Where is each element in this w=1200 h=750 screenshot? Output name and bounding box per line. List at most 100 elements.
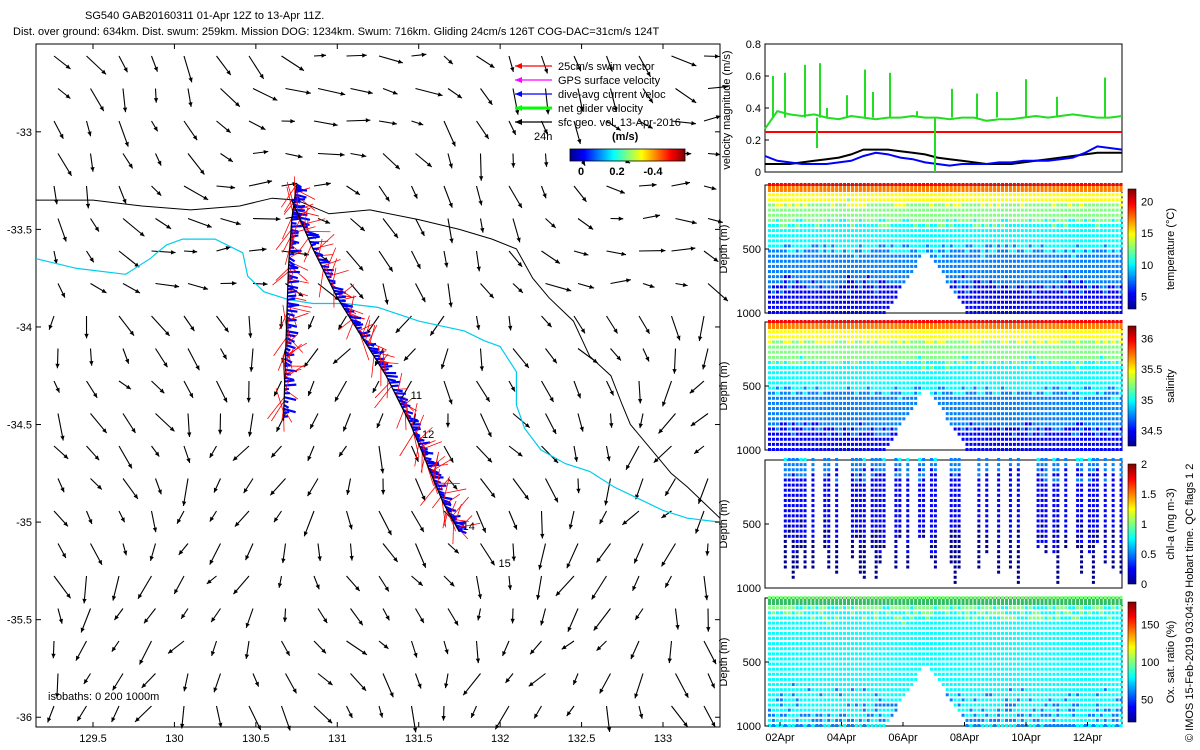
section-sample-dot [882,340,886,344]
swim-vector [396,410,404,429]
section-sample-dot [993,183,997,186]
section-sample-dot [882,198,886,202]
section-sample-dot [1072,311,1076,314]
y-tick-label: -34.5 [7,420,32,432]
section-sample-dot [926,198,929,202]
section-sample-dot [768,300,771,304]
section-sample-dot [941,254,945,258]
section-sample-dot [1076,213,1080,217]
section-sample-dot [977,360,981,364]
section-sample-dot [819,183,823,186]
section-sample-dot [973,244,977,248]
section-sample-dot [815,448,819,451]
section-sample-dot [910,401,914,405]
section-sample-dot [985,366,989,370]
section-sample-dot [1084,259,1087,263]
section-sample-dot [866,183,870,186]
section-sample-dot [831,320,835,323]
section-sample-dot [1111,280,1115,284]
section-sample-dot [862,218,866,222]
section-sample-dot [866,254,870,258]
section-sample-dot [1008,223,1012,227]
section-sample-dot [843,311,847,314]
section-sample-dot [1005,417,1008,421]
section-sample-dot [1005,208,1008,212]
section-sample-dot [1008,183,1012,186]
section-sample-dot [878,448,882,451]
section-sample-dot [977,183,981,186]
section-surface-dot [843,186,847,192]
section-sample-dot [1040,213,1044,217]
section-sample-dot [926,213,929,217]
section-sample-dot [1001,381,1005,385]
section-sample-dot [799,229,803,233]
section-sample-dot [815,366,819,370]
section-sample-dot [771,203,775,207]
section-sample-dot [795,345,799,349]
section-sample-dot [823,275,827,279]
section-sample-dot [771,239,775,243]
section-sample-dot [771,442,775,446]
section-sample-dot [969,208,973,212]
section-sample-dot [1032,412,1036,416]
section-sample-dot [914,396,918,400]
section-sample-dot [969,386,973,390]
section-sample-dot [839,366,843,370]
section-sample-dot [799,360,803,364]
section-sample-dot [933,234,937,238]
section-colorbar [1127,188,1137,310]
section-sample-dot [839,432,843,436]
section-sample-dot [1012,305,1016,309]
geo-velocity-arrow [480,478,496,498]
section-sample-dot [1080,183,1084,186]
section-sample-dot [1005,280,1008,284]
section-sample-dot [827,437,831,441]
section-sample-dot [787,270,791,274]
section-sample-dot [831,407,835,411]
geo-velocity-arrow [48,315,55,330]
section-sample-dot [989,320,993,323]
section-sample-dot [847,234,850,238]
section-sample-dot [1001,203,1005,207]
section-sample-dot [795,335,799,339]
section-sample-dot [1115,223,1119,227]
section-sample-dot [815,223,819,227]
section-sample-dot [779,290,783,294]
geo-velocity-arrow [234,510,250,528]
section-sample-dot [973,335,977,339]
section-sample-dot [827,203,831,207]
section-sample-dot [811,311,815,314]
section-sample-dot [1008,442,1012,446]
section-sample-dot [1036,198,1040,202]
section-sample-dot [807,340,811,344]
section-sample-dot [989,381,993,385]
section-sample-dot [787,234,791,238]
day-label: 14 [463,521,475,533]
section-sample-dot [1012,254,1016,258]
section-sample-dot [874,417,878,421]
section-sample-dot [807,376,811,380]
section-sample-dot [862,371,866,375]
section-sample-dot [1016,264,1020,268]
section-sample-dot [918,381,922,385]
section-sample-dot [878,223,882,227]
geo-velocity-arrow [167,640,185,654]
section-sample-dot [827,254,831,258]
section-sample-dot [791,371,795,375]
geo-velocity-arrow [382,543,399,563]
section-sample-dot [775,234,779,238]
section-sample-dot [890,208,894,212]
section-sample-dot [850,290,854,294]
section-sample-dot [957,193,961,197]
swim-vector [442,476,450,503]
section-sample-dot [839,300,843,304]
section-surface-dot [1016,323,1020,329]
section-sample-dot [866,432,870,436]
section-sample-dot [839,183,843,186]
section-sample-dot [1044,340,1048,344]
section-sample-dot [807,183,811,186]
section-surface-dot [894,186,898,192]
section-sample-dot [823,198,827,202]
section-sample-dot [1048,249,1052,253]
section-sample-dot [803,376,807,380]
